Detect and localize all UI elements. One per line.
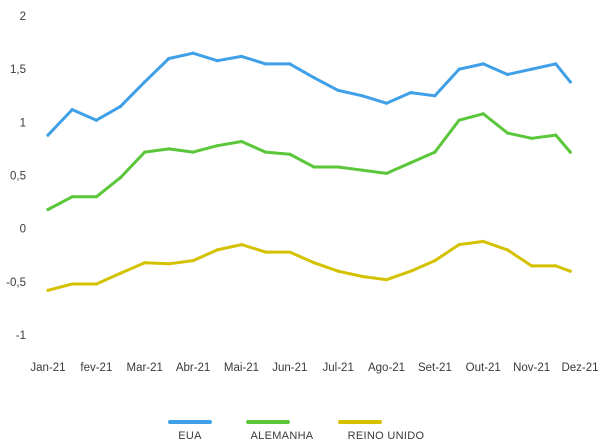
data-point bbox=[481, 62, 485, 66]
x-tick-label: Set-21 bbox=[418, 362, 452, 374]
y-tick-label: -0,5 bbox=[6, 277, 26, 289]
x-tick-label: Jul-21 bbox=[323, 362, 354, 374]
legend: EUA ALEMANHA REINO UNIDO bbox=[168, 420, 425, 442]
data-point bbox=[70, 195, 74, 199]
data-point bbox=[167, 262, 171, 266]
data-point bbox=[530, 67, 534, 71]
data-point bbox=[288, 152, 292, 156]
data-point bbox=[239, 139, 244, 144]
x-tick-label: Abr-21 bbox=[176, 362, 211, 374]
legend-label: REINO UNIDO bbox=[348, 430, 425, 442]
data-point bbox=[264, 62, 268, 66]
y-tick-label: 1 bbox=[20, 117, 26, 129]
data-point bbox=[312, 76, 316, 80]
data-point bbox=[215, 248, 219, 252]
y-tick-label: 1,5 bbox=[10, 64, 26, 76]
data-point bbox=[554, 264, 558, 268]
data-point bbox=[46, 133, 50, 137]
data-point bbox=[191, 150, 195, 154]
data-point bbox=[118, 176, 123, 180]
data-point bbox=[288, 250, 292, 254]
y-axis: 2 1,5 1 0,5 0 -0,5 -1 bbox=[6, 11, 26, 342]
data-point bbox=[505, 131, 510, 135]
x-tick-label: Nov-21 bbox=[513, 362, 550, 374]
x-tick-label: Dez-21 bbox=[561, 362, 598, 374]
data-point bbox=[215, 59, 219, 63]
x-tick-label: Ago-21 bbox=[368, 362, 405, 374]
series-line-1 bbox=[46, 51, 572, 137]
data-point bbox=[457, 118, 461, 122]
data-point bbox=[70, 108, 74, 112]
data-point bbox=[505, 248, 510, 252]
y-tick-label: -1 bbox=[16, 330, 26, 342]
data-point bbox=[568, 80, 572, 84]
data-point bbox=[336, 269, 340, 273]
data-point bbox=[312, 261, 316, 265]
data-point bbox=[191, 51, 195, 55]
data-point bbox=[46, 288, 50, 292]
series-line-2 bbox=[46, 112, 572, 211]
x-tick-label: Mar-21 bbox=[127, 362, 163, 374]
data-point bbox=[264, 250, 268, 254]
data-point bbox=[94, 282, 98, 286]
data-point bbox=[457, 67, 461, 71]
x-axis: Jan-21 fev-21 Mar-21 Abr-21 Mai-21 Jun-21 Jul-… bbox=[30, 362, 598, 374]
data-point bbox=[481, 239, 485, 243]
data-point bbox=[554, 62, 558, 66]
data-point bbox=[191, 259, 195, 263]
data-point bbox=[360, 168, 364, 172]
y-tick-label: 0 bbox=[20, 224, 26, 236]
series-line-3 bbox=[46, 239, 572, 292]
data-point bbox=[568, 150, 572, 154]
data-point bbox=[118, 104, 123, 108]
data-point bbox=[360, 274, 364, 279]
data-point bbox=[481, 112, 485, 116]
data-point bbox=[409, 91, 413, 95]
x-tick-label: Jun-21 bbox=[272, 362, 307, 374]
x-tick-label: Out-21 bbox=[466, 362, 501, 374]
data-point bbox=[336, 88, 340, 92]
data-point bbox=[167, 147, 171, 151]
data-point bbox=[118, 271, 123, 275]
data-point bbox=[312, 165, 316, 169]
legend-label: ALEMANHA bbox=[251, 430, 314, 442]
data-point bbox=[384, 101, 389, 105]
data-point bbox=[433, 94, 437, 98]
data-point bbox=[94, 118, 98, 122]
data-point bbox=[143, 261, 147, 265]
y-tick-label: 0,5 bbox=[10, 171, 26, 183]
data-point bbox=[70, 282, 74, 286]
data-point bbox=[409, 269, 413, 273]
data-point bbox=[215, 144, 219, 148]
data-point bbox=[167, 56, 171, 61]
y-tick-label: 2 bbox=[20, 11, 26, 23]
data-point bbox=[239, 243, 244, 247]
data-point bbox=[505, 72, 510, 77]
data-point bbox=[457, 243, 461, 247]
data-point bbox=[288, 62, 292, 66]
data-point bbox=[264, 150, 268, 154]
data-point bbox=[384, 278, 389, 282]
data-point bbox=[433, 259, 437, 263]
data-point bbox=[384, 171, 389, 175]
data-point bbox=[530, 264, 534, 268]
data-point bbox=[94, 195, 98, 199]
data-point bbox=[143, 80, 147, 84]
data-point bbox=[554, 133, 558, 137]
data-point bbox=[568, 269, 572, 273]
data-point bbox=[336, 165, 340, 169]
x-tick-label: fev-21 bbox=[80, 362, 112, 374]
data-point bbox=[360, 94, 364, 98]
data-point bbox=[143, 150, 147, 154]
data-point bbox=[433, 150, 437, 154]
data-point bbox=[409, 161, 413, 165]
data-point bbox=[239, 54, 244, 59]
x-tick-label: Mai-21 bbox=[224, 362, 259, 374]
x-tick-label: Jan-21 bbox=[30, 362, 65, 374]
data-point bbox=[530, 136, 534, 140]
data-point bbox=[46, 207, 50, 212]
legend-label: EUA bbox=[178, 430, 202, 442]
series-lines bbox=[46, 51, 572, 292]
